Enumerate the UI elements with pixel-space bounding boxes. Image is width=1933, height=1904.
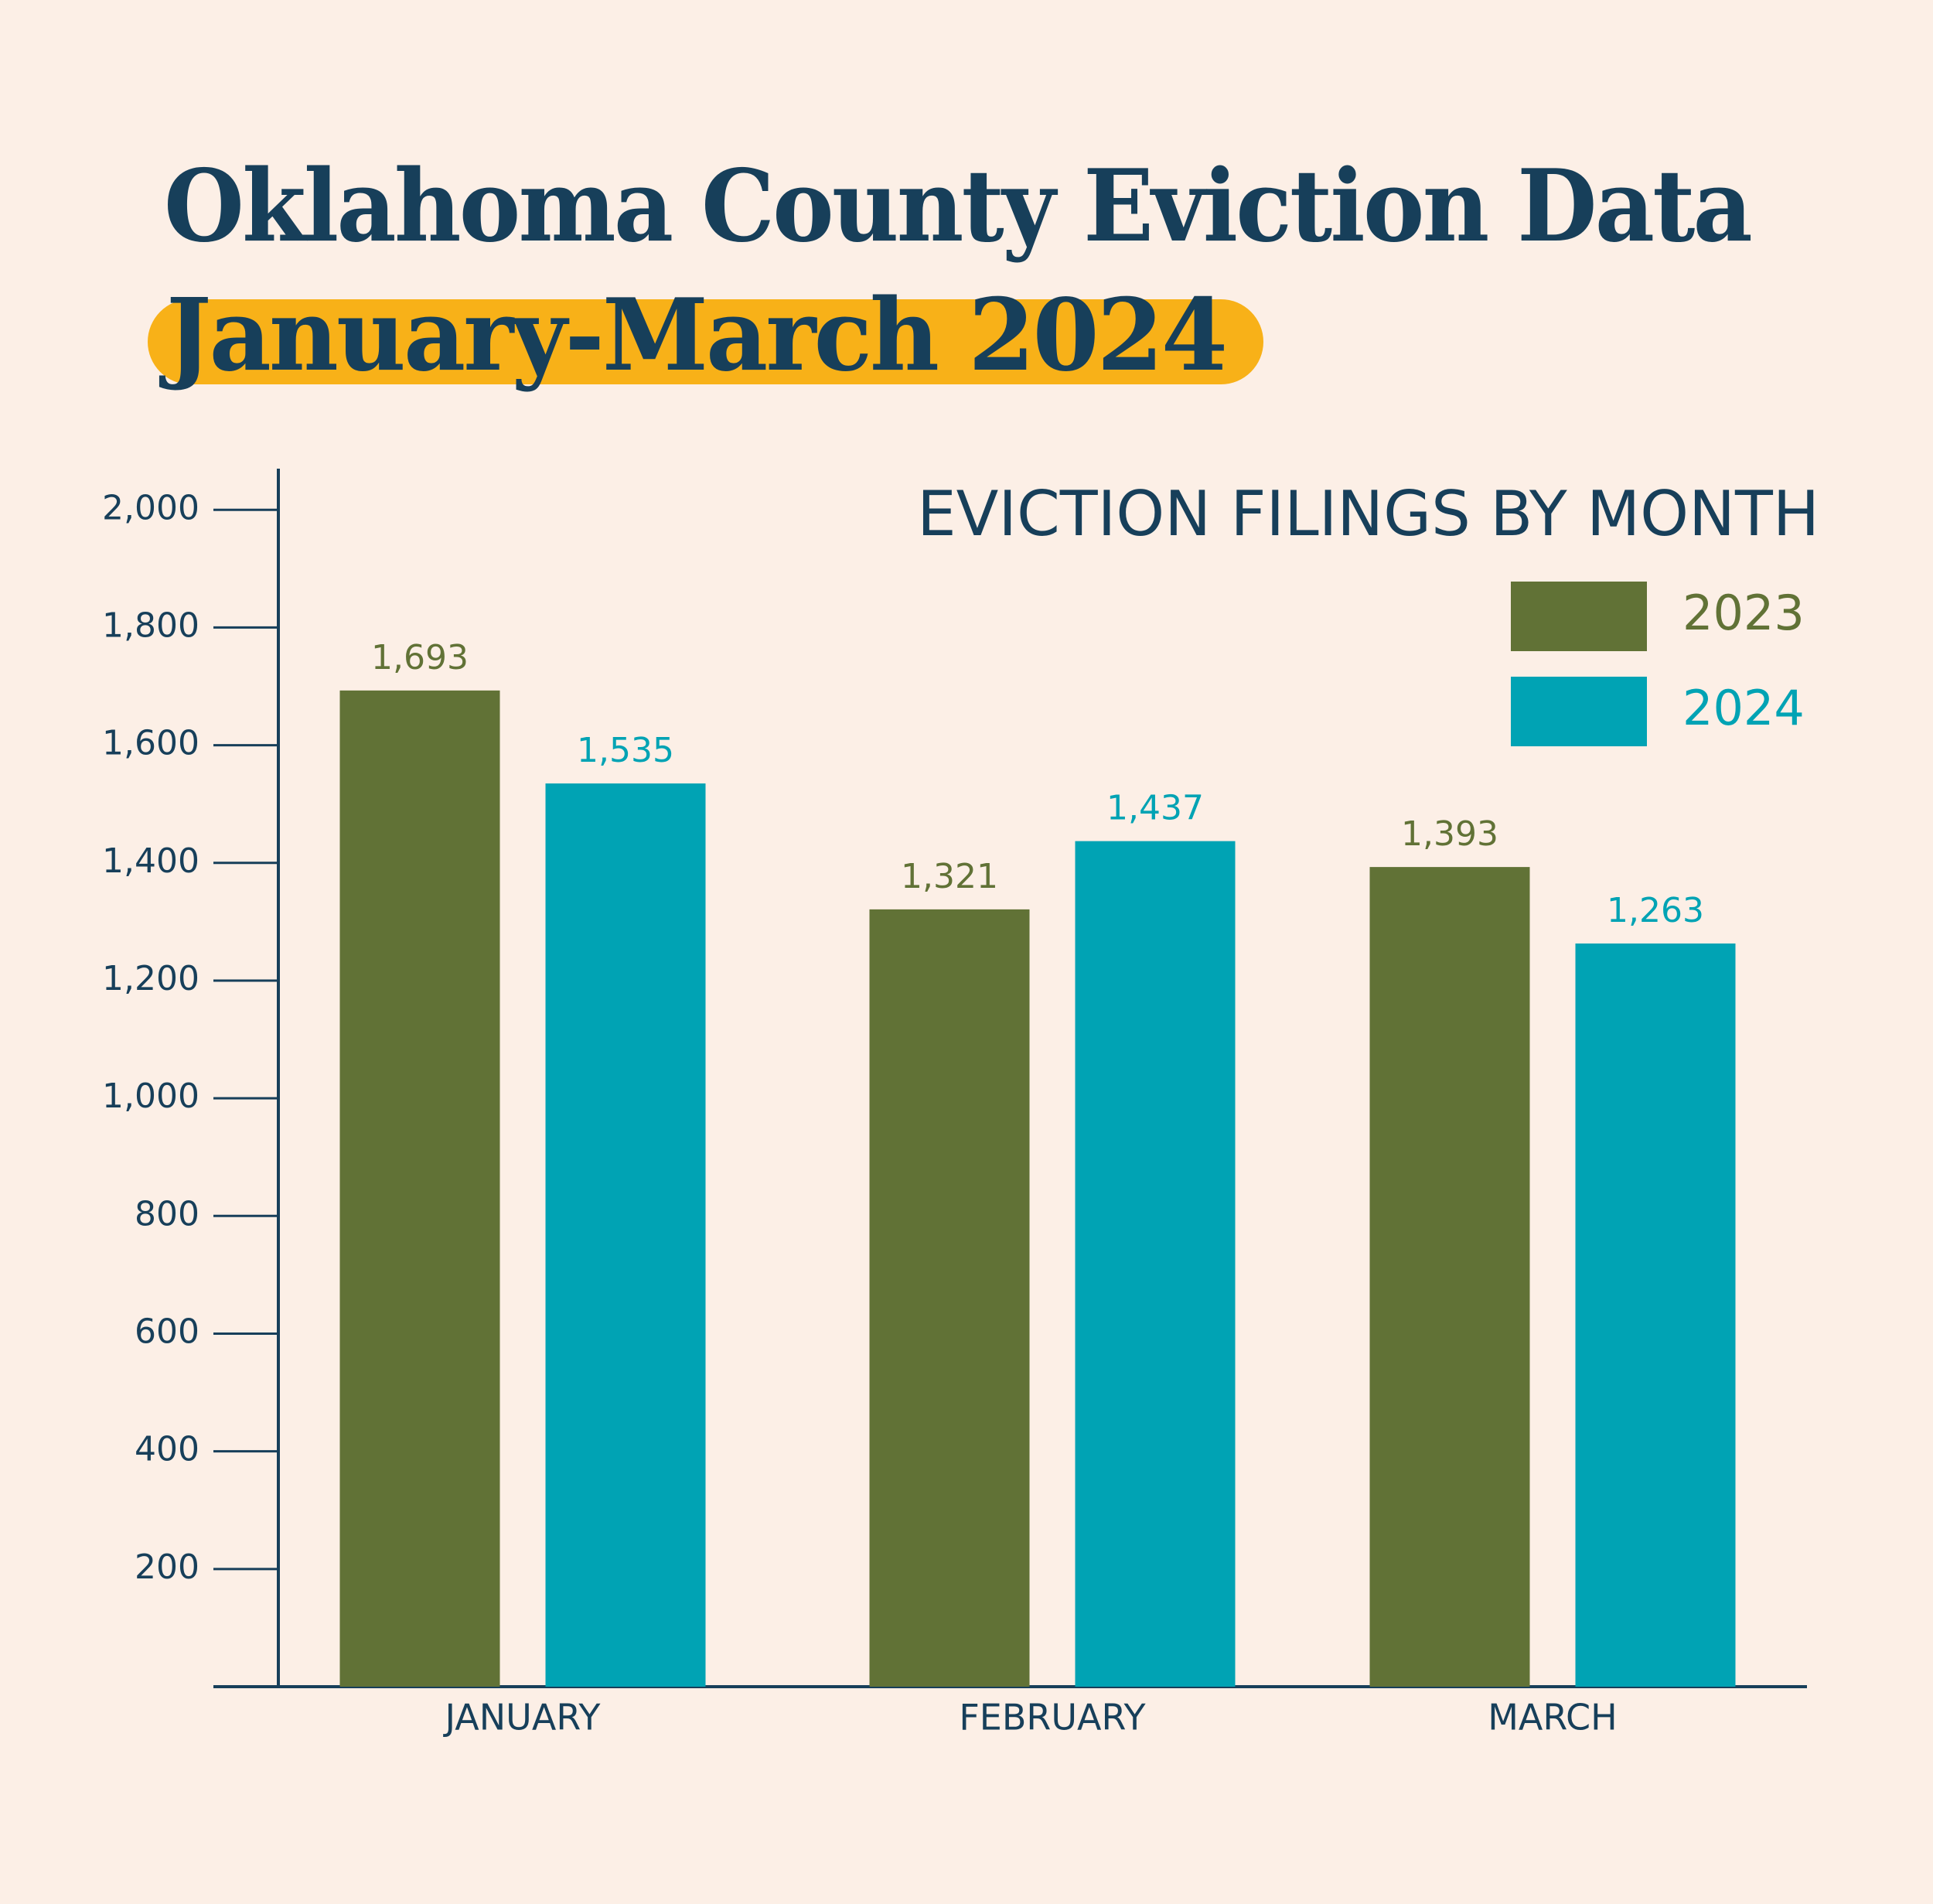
y-tick-label: 800 (135, 1194, 199, 1234)
value-label: 1,321 (901, 857, 998, 896)
chart-label: EVICTION FILINGS BY MONTH (917, 478, 1819, 550)
bar (1575, 943, 1736, 1687)
value-label: 1,263 (1607, 891, 1704, 930)
bar (545, 783, 706, 1687)
y-tick-label: 200 (135, 1547, 199, 1587)
chart-subtitle: January-March 2024 (159, 278, 1226, 394)
y-tick-label: 1,200 (102, 959, 199, 998)
x-tick-label: JANUARY (443, 1697, 602, 1739)
chart-title: Oklahoma County Eviction Data (164, 148, 1751, 264)
y-tick-label: 600 (135, 1312, 199, 1351)
y-tick-label: 2,000 (102, 488, 199, 527)
value-label: 1,535 (577, 731, 674, 770)
y-tick-label: 1,000 (102, 1077, 199, 1116)
y-tick-label: 1,400 (102, 841, 199, 881)
bar (339, 690, 500, 1687)
y-tick-label: 1,800 (102, 606, 199, 645)
subtitle-highlight (148, 299, 1263, 384)
legend-label: 2024 (1682, 680, 1805, 736)
value-label: 1,437 (1106, 789, 1204, 828)
value-label: 1,393 (1401, 814, 1498, 854)
x-tick-label: MARCH (1488, 1697, 1618, 1739)
y-tick-label: 400 (135, 1430, 199, 1469)
bar (869, 909, 1030, 1687)
bar (1075, 841, 1236, 1687)
value-label: 1,693 (371, 638, 469, 677)
x-tick-label: FEBRUARY (959, 1697, 1146, 1739)
y-tick-label: 1,600 (102, 724, 199, 763)
legend-swatch (1511, 677, 1647, 746)
bar (1369, 867, 1530, 1687)
legend-label: 2023 (1682, 585, 1805, 641)
legend-swatch (1511, 582, 1647, 651)
